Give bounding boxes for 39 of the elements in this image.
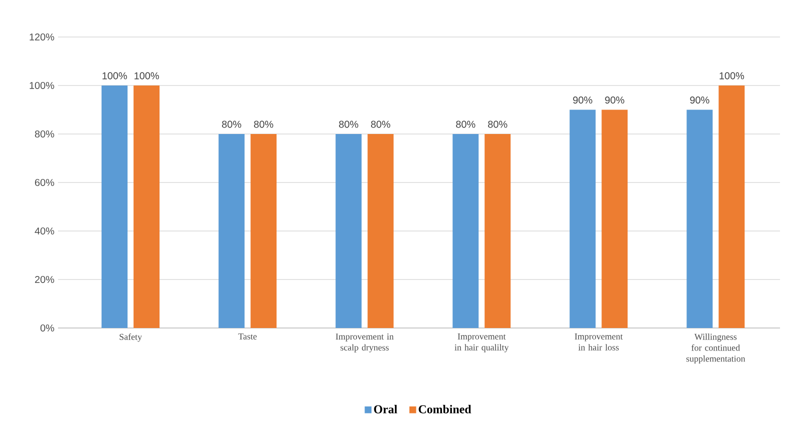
bar <box>570 110 596 328</box>
bar <box>336 134 362 328</box>
bar <box>718 86 745 328</box>
data-label: 100% <box>720 72 744 80</box>
y-tick-label: 100% <box>30 82 54 90</box>
data-label: 90% <box>573 96 592 104</box>
bar <box>368 134 394 328</box>
bar <box>452 134 479 328</box>
y-tick-label: 120% <box>30 33 54 41</box>
data-label: 80% <box>254 120 274 128</box>
x-tick-label: Improvement in scalp dryness <box>336 334 394 352</box>
data-label: 80% <box>456 120 476 128</box>
bar <box>484 134 511 328</box>
x-tick-label: Safety <box>120 334 142 342</box>
data-label: 100% <box>134 72 159 80</box>
data-label: 90% <box>690 96 710 104</box>
data-label: 80% <box>371 120 390 128</box>
data-label: 80% <box>222 120 242 128</box>
bar <box>686 110 713 328</box>
y-tick-label: 60% <box>35 178 54 186</box>
x-tick-label: Improvement in hair loss <box>574 334 623 350</box>
data-label: 90% <box>605 96 624 104</box>
data-label: 80% <box>339 120 358 128</box>
data-label: 80% <box>488 120 508 128</box>
bar <box>102 86 128 328</box>
bar <box>218 134 245 328</box>
bar <box>602 110 628 328</box>
x-tick-label: Willingness for continued supplementation <box>686 334 746 364</box>
y-tick-label: 80% <box>34 130 54 138</box>
legend-label: Oral <box>374 404 398 414</box>
x-tick-label: Taste <box>238 334 257 340</box>
data-label: 100% <box>102 72 127 80</box>
y-tick-label: 20% <box>35 276 54 284</box>
y-tick-label: 40% <box>34 227 54 235</box>
x-tick-label: Improvement in hair qualilty <box>454 334 509 352</box>
y-tick-label: 0% <box>40 324 54 332</box>
bar <box>250 134 277 328</box>
legend-label: Combined <box>418 404 472 414</box>
bar <box>134 86 160 328</box>
